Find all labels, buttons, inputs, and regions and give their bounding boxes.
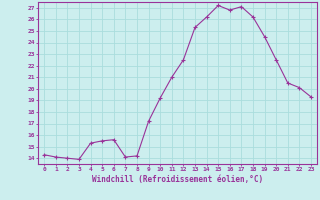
X-axis label: Windchill (Refroidissement éolien,°C): Windchill (Refroidissement éolien,°C) xyxy=(92,175,263,184)
